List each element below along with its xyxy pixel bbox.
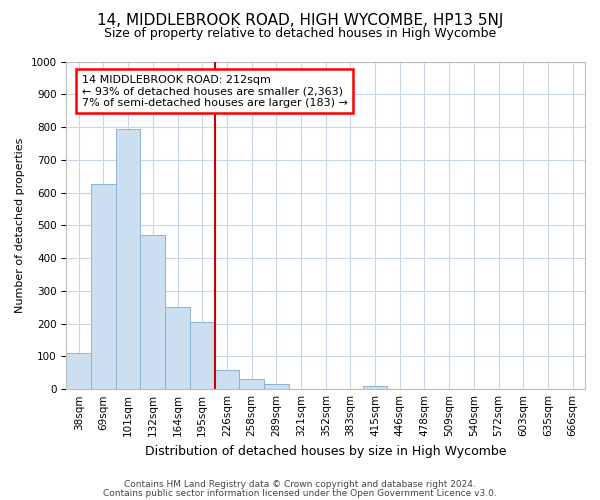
Text: 14, MIDDLEBROOK ROAD, HIGH WYCOMBE, HP13 5NJ: 14, MIDDLEBROOK ROAD, HIGH WYCOMBE, HP13… xyxy=(97,12,503,28)
Text: 14 MIDDLEBROOK ROAD: 212sqm
← 93% of detached houses are smaller (2,363)
7% of s: 14 MIDDLEBROOK ROAD: 212sqm ← 93% of det… xyxy=(82,74,348,108)
Bar xyxy=(239,380,264,389)
Text: Contains public sector information licensed under the Open Government Licence v3: Contains public sector information licen… xyxy=(103,488,497,498)
Bar xyxy=(190,322,215,389)
Bar xyxy=(116,128,140,389)
Text: Contains HM Land Registry data © Crown copyright and database right 2024.: Contains HM Land Registry data © Crown c… xyxy=(124,480,476,489)
Bar xyxy=(67,353,91,389)
Bar xyxy=(165,308,190,389)
Bar xyxy=(363,386,388,389)
Text: Size of property relative to detached houses in High Wycombe: Size of property relative to detached ho… xyxy=(104,28,496,40)
Bar xyxy=(140,235,165,389)
Bar xyxy=(91,184,116,389)
Bar xyxy=(264,384,289,389)
X-axis label: Distribution of detached houses by size in High Wycombe: Distribution of detached houses by size … xyxy=(145,444,506,458)
Bar xyxy=(215,370,239,389)
Y-axis label: Number of detached properties: Number of detached properties xyxy=(15,138,25,313)
